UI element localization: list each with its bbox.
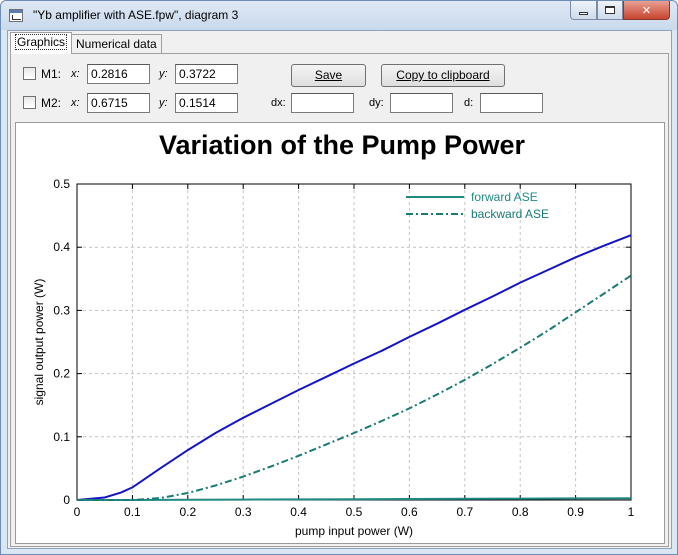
copy-to-clipboard-button[interactable]: Copy to clipboard: [381, 64, 505, 87]
m2-y-field[interactable]: 0.1514: [175, 93, 238, 113]
maximize-icon: [605, 6, 615, 14]
title-bar[interactable]: "Yb amplifier with ASE.fpw", diagram 3 ✕: [1, 1, 677, 30]
y-axis-label: signal output power (W): [32, 279, 46, 406]
x-tick-label: 0.8: [512, 505, 529, 519]
x-tick-label: 0.3: [235, 505, 252, 519]
m1-y-label: y:: [159, 68, 168, 80]
m1-x-label: x:: [71, 68, 80, 80]
d-field[interactable]: [480, 93, 543, 113]
y-tick-label: 0.4: [53, 240, 70, 254]
x-tick-label: 0.4: [290, 505, 307, 519]
close-button[interactable]: ✕: [623, 1, 670, 20]
window-title: "Yb amplifier with ASE.fpw", diagram 3: [33, 8, 239, 22]
m2-checkbox[interactable]: [23, 96, 36, 109]
x-tick-label: 0.2: [179, 505, 196, 519]
minimize-button[interactable]: [570, 1, 597, 20]
y-tick-label: 0.5: [53, 177, 70, 191]
grid: [77, 184, 631, 500]
series-group: [76, 234, 632, 501]
x-tick-label: 0.9: [567, 505, 584, 519]
legend-label-2: backward ASE: [471, 207, 549, 221]
plot-area[interactable]: Variation of the Pump Power 0 0.1 0.2 0.3 0.…: [15, 122, 665, 544]
series-line-1: [77, 497, 632, 501]
d-label: d:: [464, 97, 474, 109]
x-tick-label: 0.5: [346, 505, 363, 519]
x-tick-label: 0: [74, 505, 81, 519]
x-axis-label: pump input power (W): [295, 524, 413, 538]
m2-x-field[interactable]: 0.6715: [87, 93, 150, 113]
m1-label: M1:: [41, 67, 62, 81]
series-line-0: [76, 234, 632, 501]
app-icon[interactable]: [9, 9, 23, 22]
x-tick-label: 0.1: [124, 505, 141, 519]
axis-ticks: 0 0.1 0.2 0.3 0.4 0.5 0.6 0.7 0.8 0.9 1 0 0.1 0.2 0.3 0…: [53, 177, 634, 519]
y-tick-label: 0.2: [53, 367, 70, 381]
dy-label: dy:: [369, 97, 384, 109]
save-button-label: Save: [314, 68, 343, 82]
y-tick-label: 0.3: [53, 303, 70, 317]
save-button[interactable]: Save: [291, 64, 366, 87]
legend-label-1: forward ASE: [471, 190, 538, 204]
m2-label: M2:: [41, 96, 62, 110]
y-tick-label: 0: [63, 493, 70, 507]
chart[interactable]: Variation of the Pump Power 0 0.1 0.2 0.3 0.…: [16, 123, 664, 543]
m1-checkbox[interactable]: [23, 67, 36, 80]
client-area: Graphics Numerical data M1: x: 0.2816 y:…: [7, 30, 672, 549]
tab-numerical-data-label: Numerical data: [76, 37, 157, 51]
x-tick-label: 0.6: [401, 505, 418, 519]
graphics-panel: M1: x: 0.2816 y: 0.3722 Save Copy to cli…: [10, 53, 669, 547]
m1-y-field[interactable]: 0.3722: [175, 64, 238, 84]
x-tick-label: 0.7: [456, 505, 473, 519]
m1-x-field[interactable]: 0.2816: [87, 64, 150, 84]
tab-graphics-label: Graphics: [15, 34, 68, 50]
m2-x-label: x:: [71, 97, 80, 109]
m2-y-label: y:: [159, 97, 168, 109]
tab-graphics[interactable]: Graphics: [10, 32, 73, 54]
maximize-button[interactable]: [597, 1, 623, 20]
legend: forward ASE backward ASE: [406, 190, 549, 221]
y-tick-label: 0.1: [53, 430, 70, 444]
dx-label: dx:: [271, 97, 286, 109]
close-icon: ✕: [641, 4, 652, 17]
chart-title: Variation of the Pump Power: [159, 130, 526, 160]
minimize-icon: [579, 11, 588, 15]
dy-field[interactable]: [390, 93, 453, 113]
tab-numerical-data[interactable]: Numerical data: [71, 34, 162, 54]
x-tick-label: 1: [628, 505, 635, 519]
dx-field[interactable]: [291, 93, 354, 113]
copy-button-label: Copy to clipboard: [396, 68, 490, 82]
series-line-2: [77, 274, 632, 501]
